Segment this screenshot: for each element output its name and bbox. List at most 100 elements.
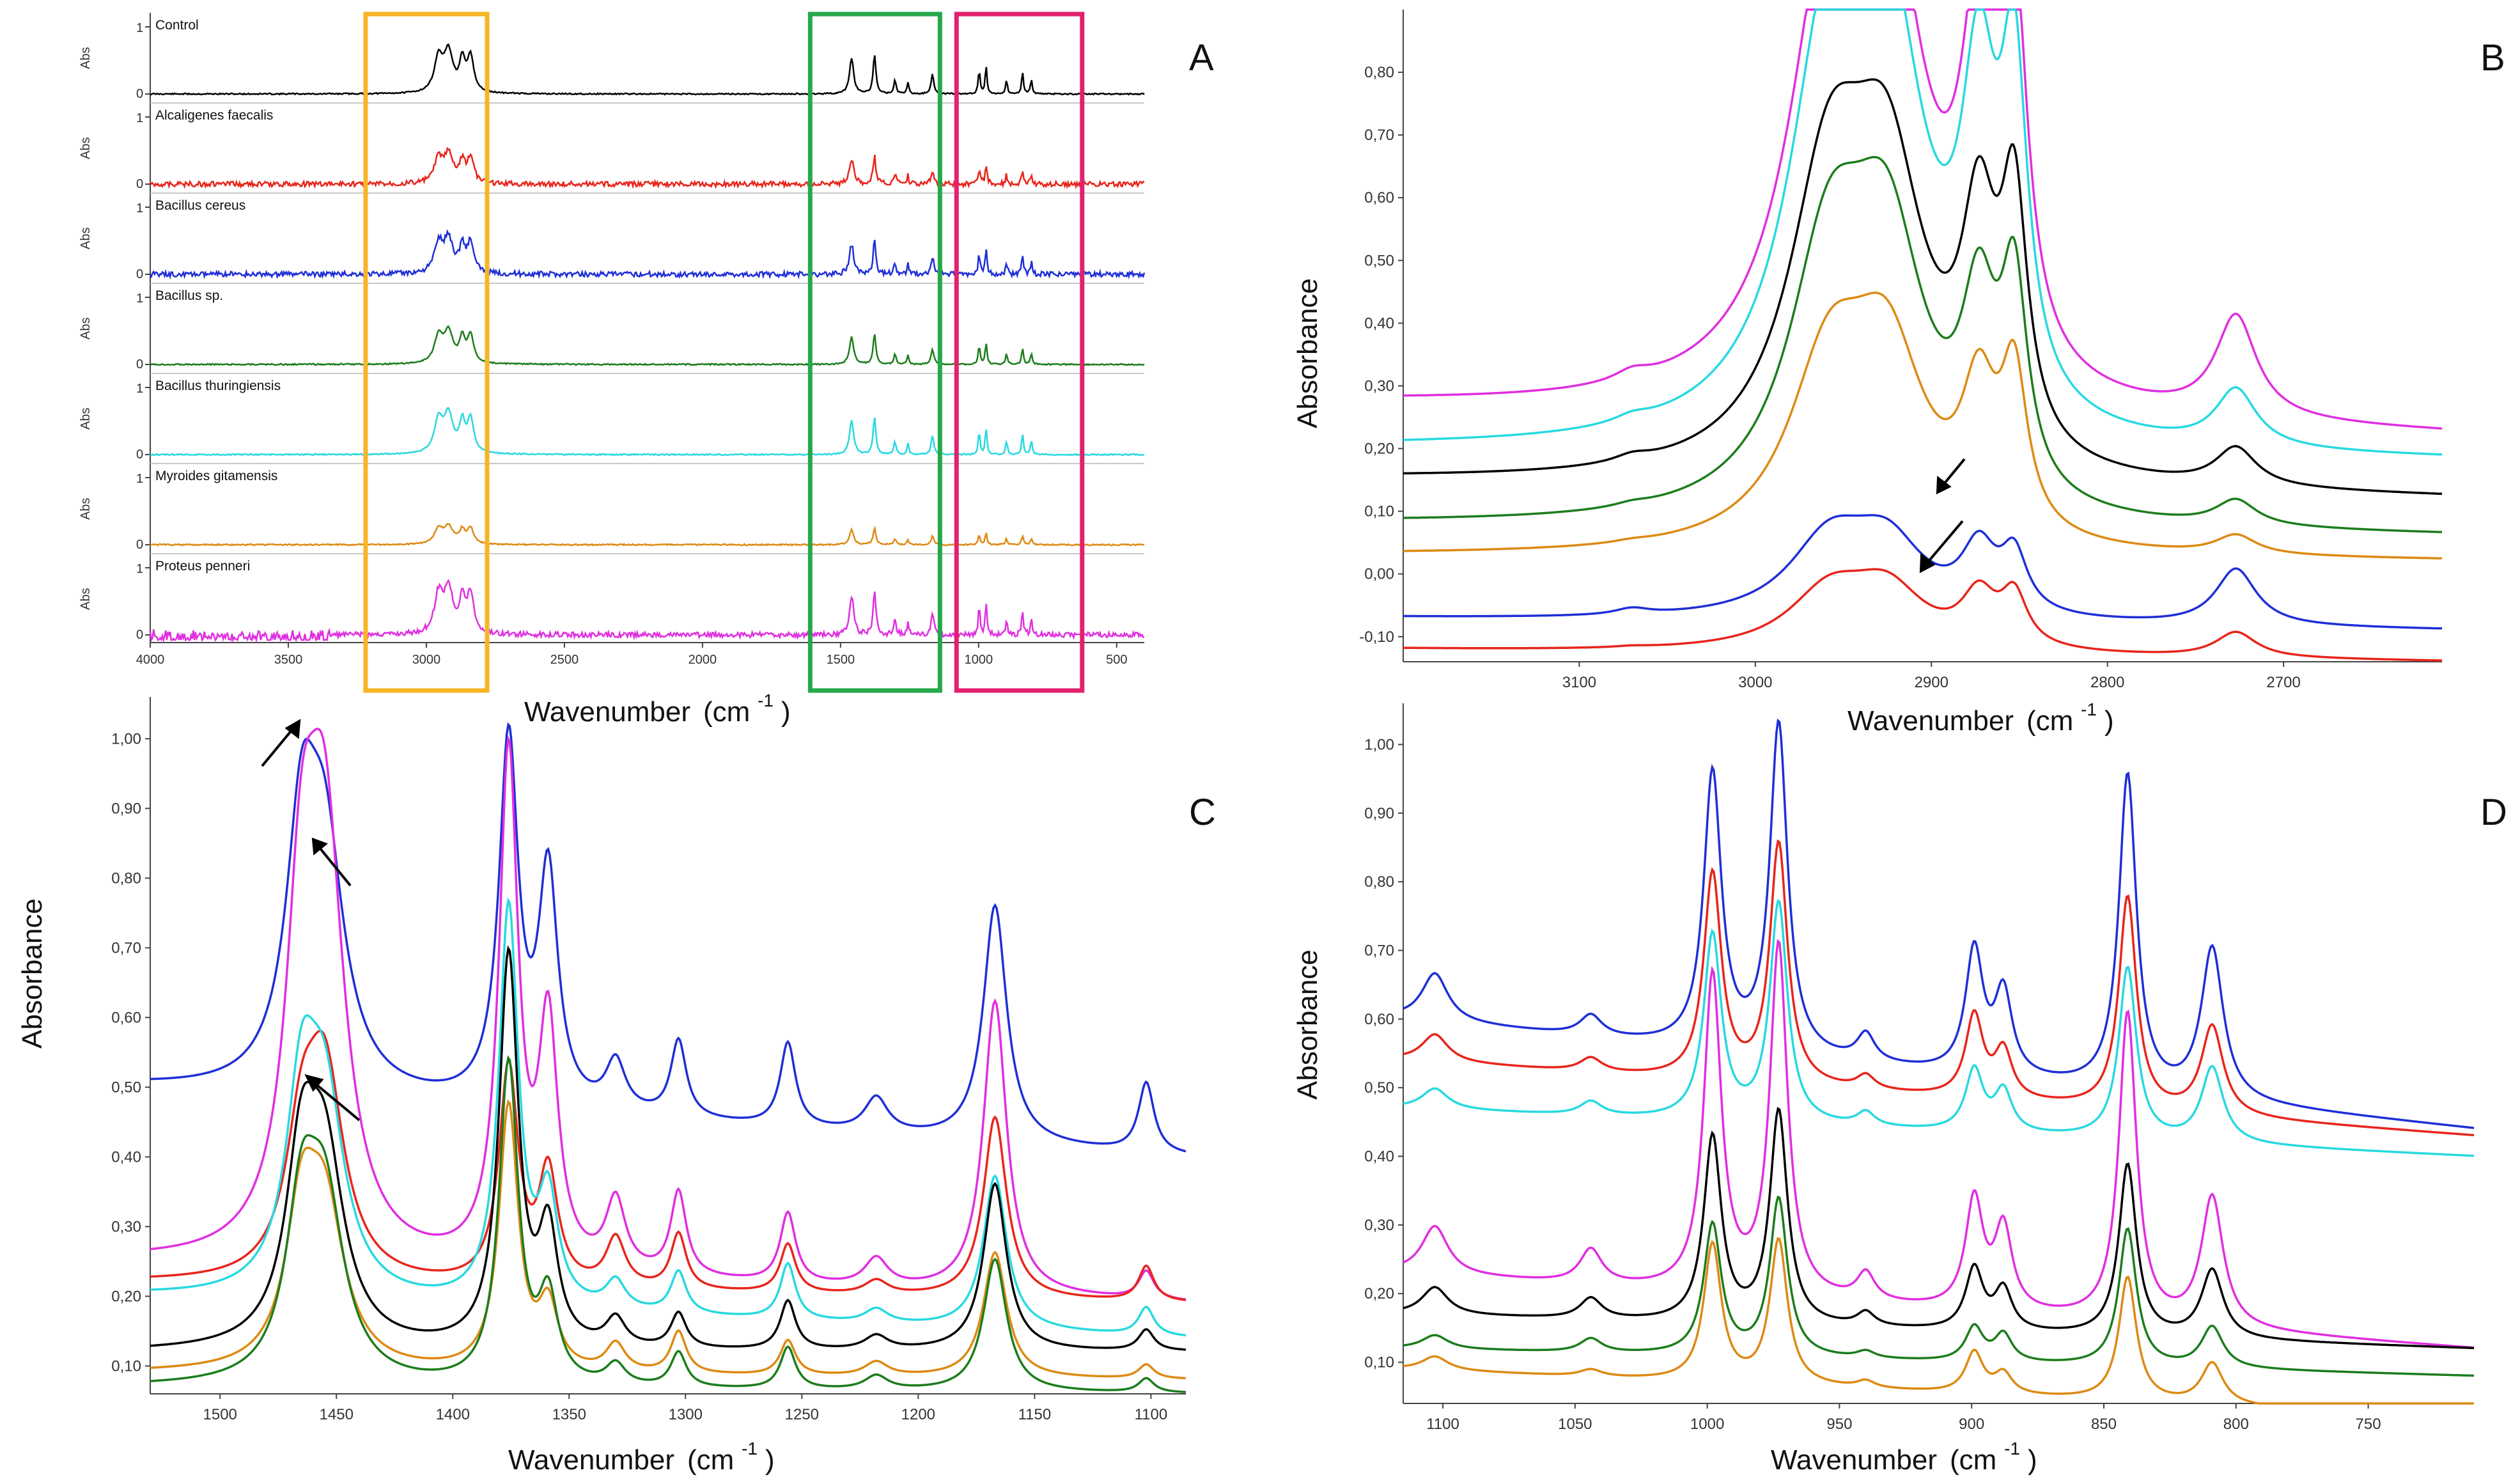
b-y-tick-label: 0,40: [1364, 315, 1394, 332]
c-x-tick-label: 1400: [436, 1406, 470, 1423]
arrow-head: [1936, 476, 1952, 495]
c-y-tick-label: 0,20: [111, 1288, 141, 1305]
panel-c-xlabel-unit: (cm: [687, 1444, 734, 1476]
panel-a-ylabel: Abs: [79, 588, 93, 610]
c-y-tick-label: 0,30: [111, 1218, 141, 1235]
panel-c-letter: C: [1189, 792, 1216, 833]
b-y-tick-label: 0,80: [1364, 64, 1394, 81]
b-y-tick-label: 0,70: [1364, 127, 1394, 144]
panel-a-series-control: [150, 43, 1145, 96]
panel-b-letter: B: [2480, 37, 2505, 79]
panel-d-xlabel-unit: (cm: [1950, 1444, 1996, 1476]
panel-c-xlabel-sup: -1: [742, 1439, 758, 1458]
panel-d-letter: D: [2480, 792, 2507, 833]
b-series-control: [1403, 78, 2443, 496]
panel-a-letter: A: [1189, 37, 1214, 79]
b-x-tick-label: 2800: [2090, 674, 2124, 691]
panel-a-row-separators: [150, 102, 1144, 554]
panel-b-y-ticks: 0,80 0,70 0,60 0,50 0,40 0,30 0,20 0,10 0,00 -0,1…: [1359, 64, 1403, 646]
d-series-bacillus-sp: [1403, 1195, 2474, 1377]
d-x-tick-label: 750: [2356, 1416, 2381, 1433]
panel-c-x-axis-title: Wavenumber (cm -1 ): [508, 1439, 775, 1476]
panel-c: 1,00 0,90 0,80 0,70 0,60 0,50 0,40 0,30 0,20 0,10…: [17, 697, 1216, 1476]
c-x-tick-label: 1300: [669, 1406, 703, 1423]
b-x-tick-label: 2700: [2266, 674, 2300, 691]
panel-a-xlabel-close: ): [781, 696, 791, 728]
panel-a-y-tick-label: 0: [136, 177, 143, 191]
panel-a-ylabel: Abs: [79, 228, 93, 249]
panel-a-spectra: Control Abs 1 0 Alcaligenes faecalis Abs 1 0 Bac…: [79, 18, 1146, 643]
b-series-bacillus-thuringiensis: [1403, 8, 2443, 456]
b-y-tick-label: 0,30: [1364, 377, 1394, 394]
d-x-tick-label: 850: [2091, 1416, 2117, 1433]
b-series-bacillus-cereus: [1403, 514, 2443, 630]
d-series-bacillus-thuringiensis: [1403, 899, 2475, 1157]
panel-a-x-tick-label: 1500: [827, 653, 855, 667]
panel-a-ylabel: Abs: [79, 137, 93, 159]
panel-a-y-tick-label: 0: [136, 357, 143, 371]
d-x-tick-label: 950: [1826, 1416, 1852, 1433]
panel-b-x-axis-title: Wavenumber (cm -1 ): [1847, 699, 2114, 737]
c-x-tick-label: 1450: [320, 1406, 354, 1423]
panel-a-series-bacillus-sp: [150, 325, 1145, 366]
panel-d-y-ticks: 1,00 0,90 0,80 0,70 0,60 0,50 0,40 0,30 0,20 0,10: [1364, 736, 1403, 1371]
c-y-tick-label: 0,90: [111, 800, 141, 817]
panel-b-ylabel: Absorbance: [1292, 278, 1323, 428]
arrow-red-plateau: [1926, 520, 1964, 564]
panel-a-x-tick-label: 4000: [136, 653, 165, 667]
panel-b-xlabel-close: ): [2104, 705, 2114, 737]
panel-a-x-tick-label: 500: [1106, 653, 1127, 667]
panel-a-row-label-bacillus-thuringiensis: Bacillus thuringiensis: [155, 379, 281, 393]
c-x-tick-label: 1350: [552, 1406, 586, 1423]
panel-a-highlight-box-2: [807, 12, 942, 693]
panel-a-row-label-bacillus-sp: Bacillus sp.: [155, 288, 223, 303]
arrow-head: [1919, 553, 1936, 574]
panel-a-y-tick-label: 0: [136, 538, 143, 552]
panel-a-y-tick-label: 0: [136, 448, 143, 462]
panel-a-x-tick-label: 2000: [688, 653, 717, 667]
b-y-tick-label: 0,00: [1364, 566, 1394, 583]
c-y-tick-label: 1,00: [111, 730, 141, 747]
panel-a-x-tick-label: 3000: [412, 653, 441, 667]
panel-a-y-tick-label: 1: [136, 201, 143, 215]
d-series-bacillus-cereus: [1403, 718, 2475, 1129]
c-x-tick-label: 1250: [785, 1406, 819, 1423]
panel-a-y-tick-label: 1: [136, 562, 143, 576]
d-y-tick-label: 0,20: [1364, 1285, 1394, 1302]
panel-a-row-label-myroides-gitamensis: Myroides gitamensis: [155, 469, 277, 483]
panel-d: 1,00 0,90 0,80 0,70 0,60 0,50 0,40 0,30 0,20 0,10…: [1292, 703, 2507, 1476]
panel-d-xlabel-close: ): [2028, 1444, 2037, 1476]
panel-a-x-tick-label: 2500: [550, 653, 579, 667]
panel-c-spectra: [150, 722, 1186, 1393]
panel-c-xlabel: Wavenumber: [508, 1444, 674, 1476]
arrow-head: [304, 1074, 324, 1092]
panel-a-y-tick-label: 0: [136, 628, 143, 642]
panel-a-series-bacillus-cereus: [149, 229, 1146, 280]
panel-a-ylabel: Abs: [79, 318, 93, 340]
c-series-bacillus-thuringiensis: [150, 897, 1186, 1337]
panel-a-y-tick-label: 0: [136, 267, 143, 281]
c-y-tick-label: 0,80: [111, 870, 141, 887]
c-series-myroides-gitamensis: [150, 1099, 1186, 1380]
panel-b-arrows: [1919, 458, 1966, 574]
panel-c-x-ticks: 1500 1450 1400 1350 1300 1250 1200 1150 1100: [203, 1394, 1168, 1423]
b-series-proteus-penneri: [1403, 8, 2443, 430]
panel-a-highlight-box-1: [363, 12, 490, 693]
panel-c-ylabel: Absorbance: [17, 898, 48, 1049]
d-y-tick-label: 0,60: [1364, 1011, 1394, 1028]
panel-a-row-label-bacillus-cereus: Bacillus cereus: [155, 198, 245, 213]
c-series-bacillus-sp: [150, 1055, 1186, 1393]
d-series-proteus-penneri: [1403, 939, 2475, 1349]
d-x-tick-label: 1100: [1426, 1416, 1459, 1433]
panel-a-x-tick-label: 1000: [965, 653, 993, 667]
panel-a-xlabel-unit: (cm: [703, 696, 750, 728]
d-y-tick-label: 0,50: [1364, 1079, 1394, 1097]
panel-d-xlabel-sup: -1: [2004, 1439, 2020, 1458]
panel-a-row-label-control: Control: [155, 18, 199, 33]
panel-a-y-tick-label: 1: [136, 382, 143, 396]
panel-a-xlabel: Wavenumber: [524, 696, 690, 728]
b-y-tick-label: 0,20: [1364, 441, 1394, 458]
arrow-blue-peak: [318, 847, 352, 887]
c-x-tick-label: 1100: [1135, 1406, 1168, 1423]
